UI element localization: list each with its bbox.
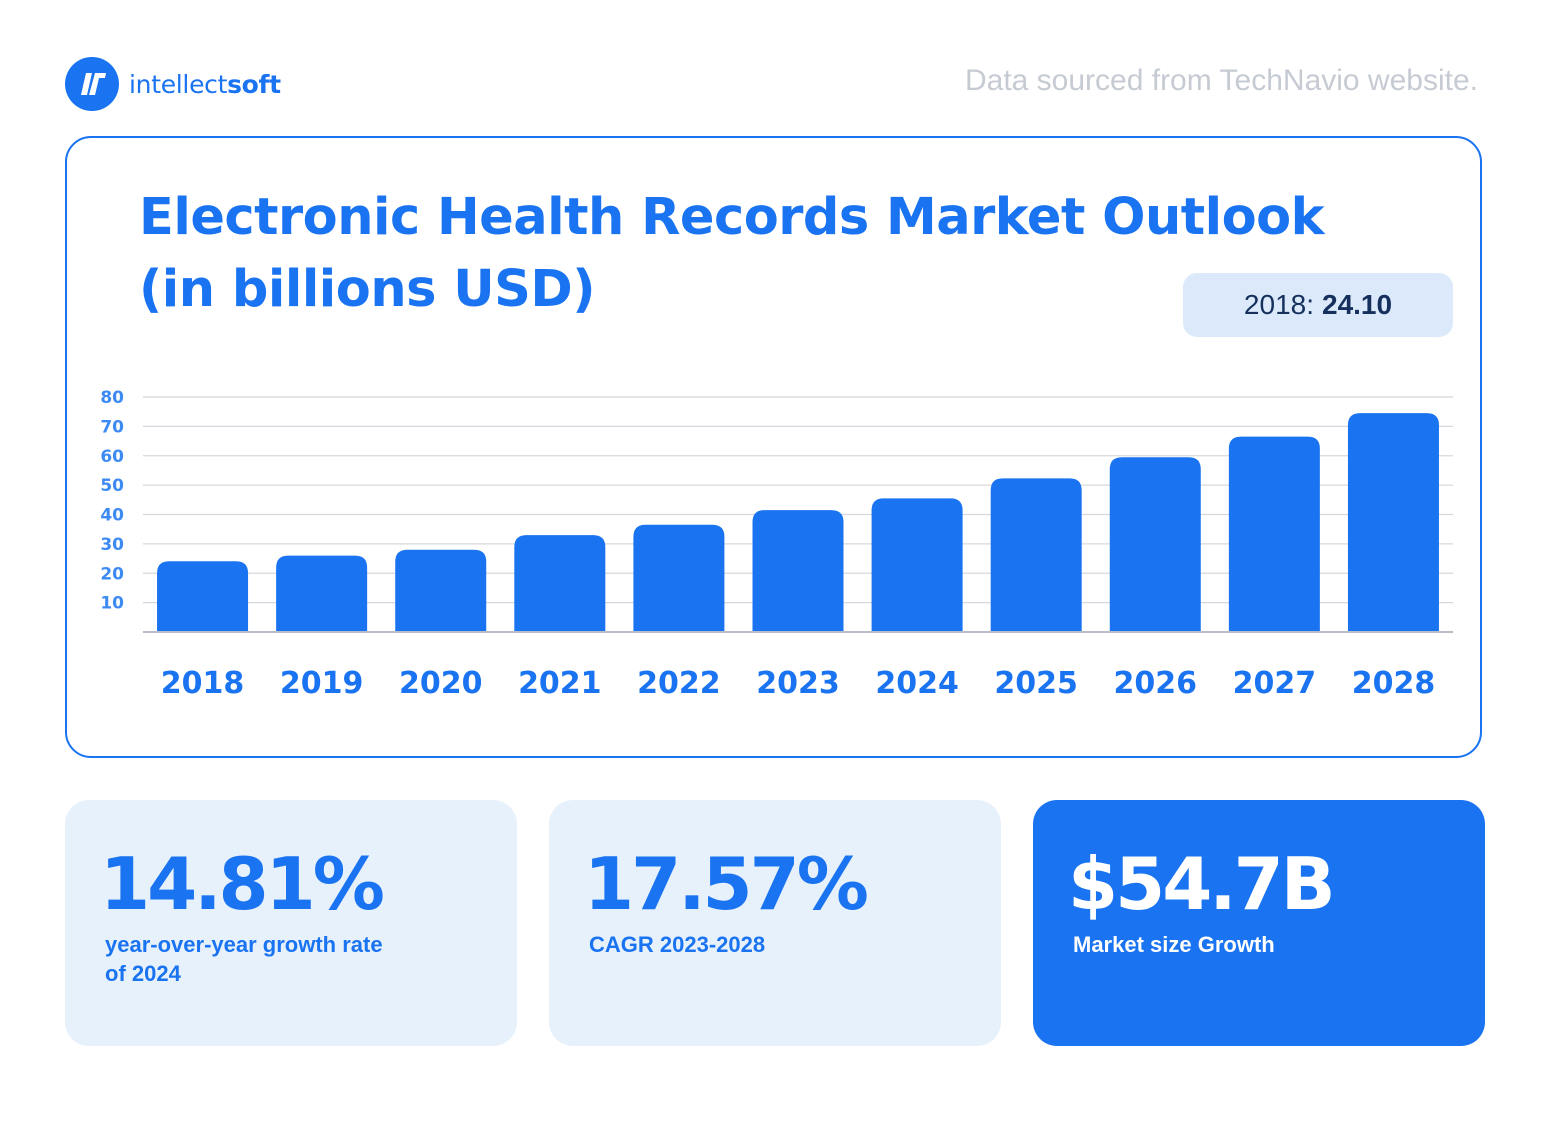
x-tick-label: 2020 <box>399 666 483 701</box>
chart-title: Electronic Health Records Market Outlook… <box>139 182 1325 326</box>
x-tick-label: 2018 <box>161 666 245 701</box>
brand-name-bold: soft <box>227 69 281 99</box>
y-tick-label: 80 <box>100 388 124 408</box>
x-tick-label: 2026 <box>1114 666 1198 701</box>
x-tick-label: 2028 <box>1352 666 1436 701</box>
stat-label: CAGR 2023-2028 <box>589 932 766 957</box>
x-tick-label: 2025 <box>994 666 1078 701</box>
y-tick-label: 50 <box>100 476 124 496</box>
stat-card-cagr: 17.57% CAGR 2023-2028 <box>549 800 1001 1046</box>
stat-label: year-over-year growth rate of 2024 <box>105 932 383 986</box>
badge-label: 2018: <box>1243 289 1314 320</box>
brand-name-light: intellect <box>129 69 228 99</box>
value-badge: 2018: 24.10 <box>1183 273 1453 337</box>
bar-2019 <box>276 555 368 632</box>
y-tick-label: 40 <box>100 506 124 526</box>
x-tick-label: 2022 <box>637 666 721 701</box>
stat-value: $54.7B <box>1068 842 1336 926</box>
brand-logo: intellectsoft <box>65 57 281 111</box>
x-tick-label: 2024 <box>875 666 959 701</box>
bar-2024 <box>871 498 963 632</box>
y-tick-label: 20 <box>100 564 124 584</box>
y-tick-label: 60 <box>100 447 124 467</box>
bar-2027 <box>1228 436 1320 632</box>
chart-title-line1: Electronic Health Records Market Outlook <box>139 188 1325 247</box>
y-tick-label: 30 <box>100 535 124 555</box>
intellectsoft-logo-icon <box>65 57 119 111</box>
bar-2018 <box>157 561 249 632</box>
chart-title-line2: (in billions USD) <box>139 260 596 319</box>
bar-2026 <box>1109 457 1201 632</box>
x-tick-label: 2019 <box>280 666 364 701</box>
stat-card-yoy: 14.81% year-over-year growth rate of 202… <box>65 800 517 1046</box>
bar-2021 <box>514 535 606 632</box>
x-tick-label: 2027 <box>1233 666 1317 701</box>
stat-label: Market size Growth <box>1073 932 1275 957</box>
x-tick-label: 2021 <box>518 666 602 701</box>
bar-2028 <box>1347 413 1439 632</box>
bar-2020 <box>395 549 487 632</box>
bar-2023 <box>752 510 844 632</box>
y-tick-label: 70 <box>100 417 124 437</box>
y-tick-label: 10 <box>100 594 124 614</box>
stat-card-market-size: $54.7B Market size Growth <box>1033 800 1485 1046</box>
brand-name: intellectsoft <box>129 70 281 99</box>
chart-card: Electronic Health Records Market Outlook… <box>65 136 1482 758</box>
bar-chart: 10 20 30 40 50 60 70 80 2018 2019 2020 2021 2022 2023… <box>100 388 1453 701</box>
x-tick-label: 2023 <box>756 666 840 701</box>
stat-value: 17.57% <box>584 842 869 926</box>
bar-2025 <box>990 478 1082 632</box>
badge-value: 24.10 <box>1322 289 1393 320</box>
stat-value: 14.81% <box>100 842 385 926</box>
source-note: Data sourced from TechNavio website. <box>964 64 1478 97</box>
bar-2022 <box>633 524 725 632</box>
